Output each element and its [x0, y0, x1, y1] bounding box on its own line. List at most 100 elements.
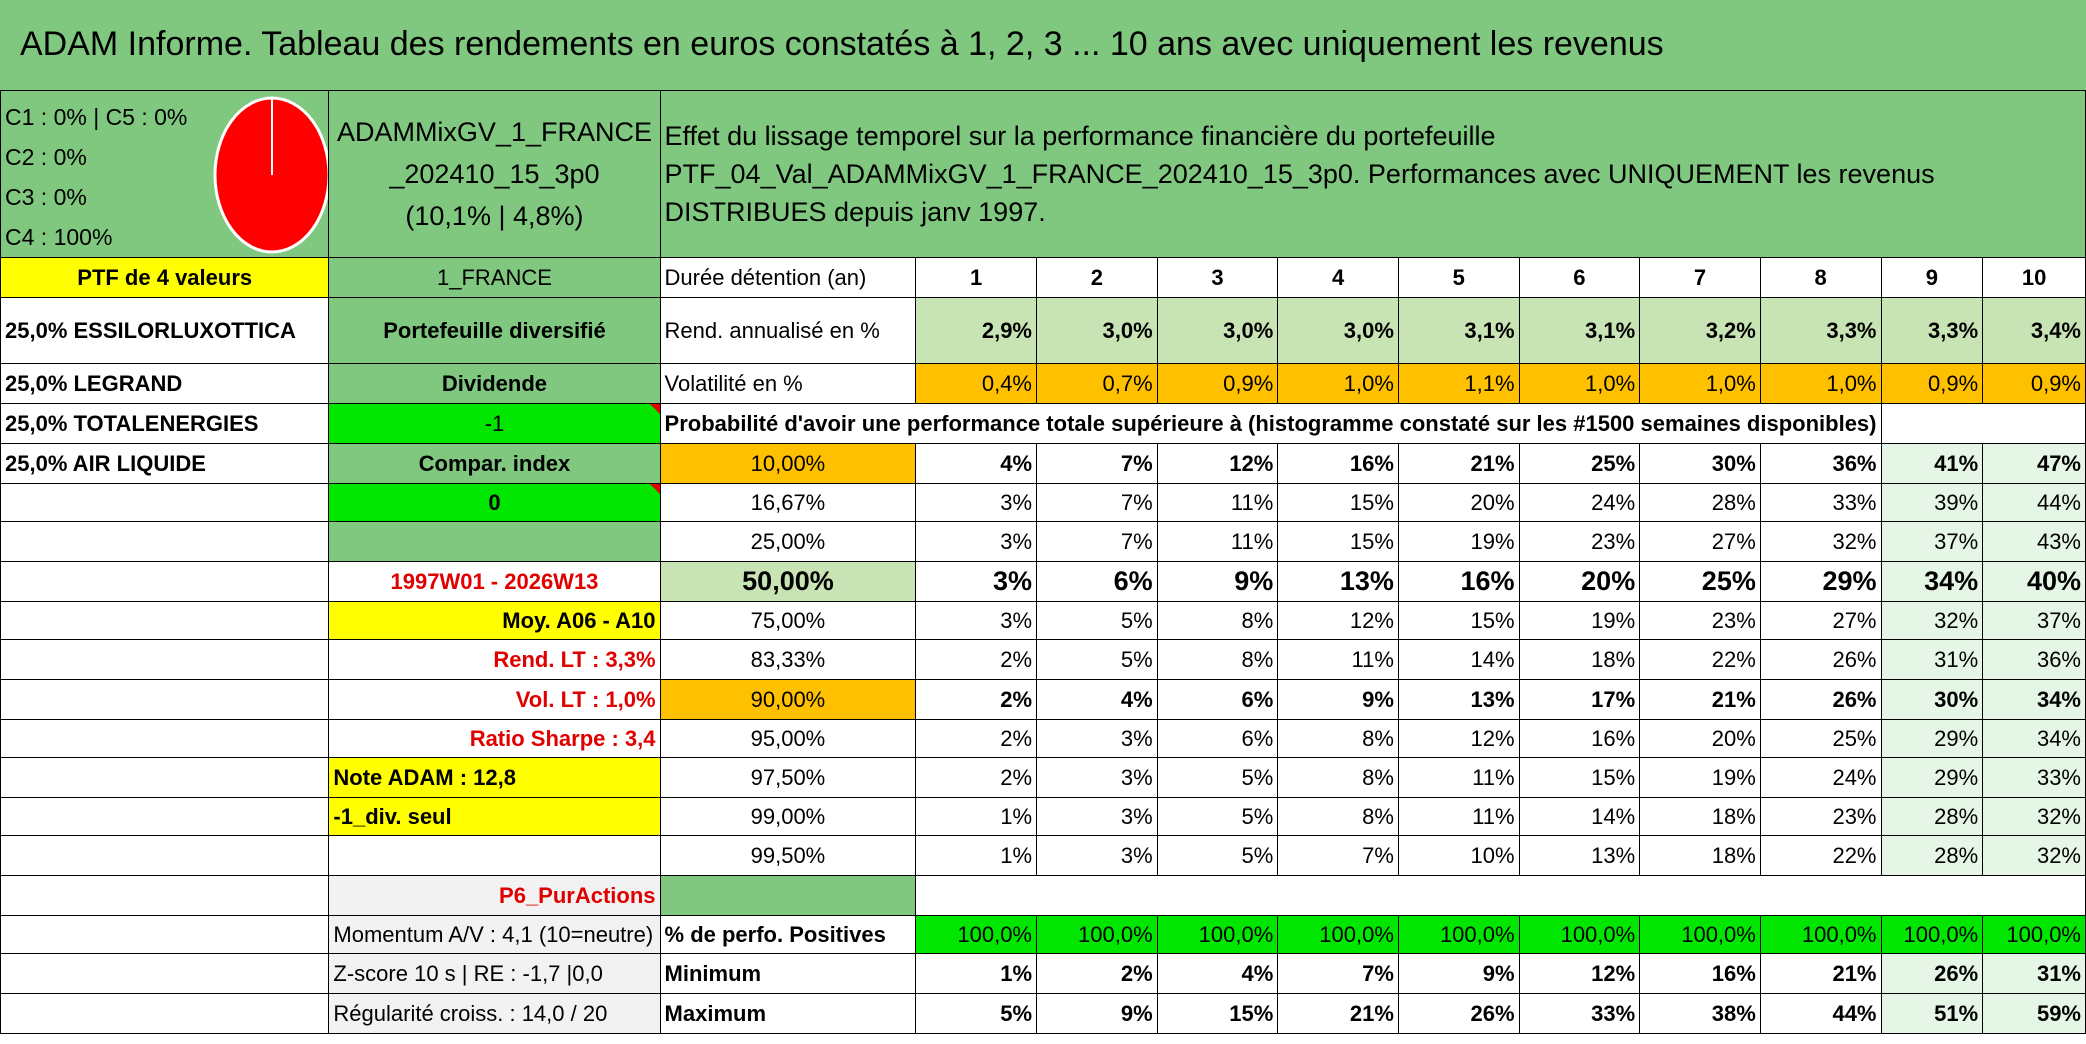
- probability-value: 19%: [1518, 601, 1641, 640]
- probability-value: 3%: [915, 601, 1037, 640]
- probability-threshold: 50,00%: [659, 561, 917, 602]
- max-value: 51%: [1880, 993, 1984, 1034]
- max-value: 26%: [1397, 993, 1520, 1034]
- vol-lt: Vol. LT : 1,0%: [328, 679, 661, 720]
- empty-cell: [0, 953, 330, 994]
- probability-value: 32%: [1982, 797, 2086, 836]
- probability-value: 26%: [1759, 679, 1882, 720]
- pos-value: 100,0%: [1759, 915, 1882, 954]
- table-row: PTF de 4 valeurs 1_FRANCE Durée détention …: [0, 257, 2086, 298]
- empty-cell: [915, 875, 2086, 916]
- zscore: Z-score 10 s | RE : -1,7 |0,0: [328, 953, 661, 994]
- vol-value: 0,7%: [1036, 363, 1158, 404]
- probability-value: 34%: [1982, 719, 2086, 758]
- probability-value: 1%: [915, 797, 1037, 836]
- probability-value: 21%: [1639, 679, 1761, 720]
- probability-value: 3%: [915, 561, 1037, 602]
- probability-value: 32%: [1982, 835, 2086, 876]
- probability-value: 16%: [1397, 561, 1520, 602]
- min-value: 7%: [1277, 953, 1399, 994]
- results-sheet: C1 : 0% | C5 : 0% C2 : 0% C3 : 0% C4 : 1…: [0, 90, 2086, 1034]
- probability-value: 10%: [1397, 835, 1520, 876]
- max-label: Maximum: [659, 993, 917, 1034]
- period: 1997W01 - 2026W13: [328, 561, 661, 602]
- probability-value: 23%: [1759, 797, 1882, 836]
- year-header: 6: [1518, 257, 1641, 298]
- probability-value: 47%: [1982, 443, 2086, 484]
- probability-value: 33%: [1759, 483, 1882, 522]
- probability-threshold: 75,00%: [659, 601, 917, 640]
- probability-value: 25%: [1759, 719, 1882, 758]
- description-line-1: Effet du lissage temporel sur la perform…: [664, 121, 1496, 151]
- probability-value: 16%: [1518, 719, 1641, 758]
- probability-value: 11%: [1397, 757, 1520, 798]
- probability-value: 23%: [1518, 521, 1641, 562]
- year-header: 4: [1277, 257, 1399, 298]
- probability-value: 22%: [1759, 835, 1882, 876]
- empty-cell: [0, 757, 330, 798]
- prob-title: Probabilité d'avoir une performance tota…: [659, 403, 1882, 444]
- probability-threshold: 95,00%: [659, 719, 917, 758]
- composition-pie-chart: [213, 96, 328, 254]
- rend-value: 3,1%: [1518, 297, 1641, 364]
- min-label: Minimum: [659, 953, 917, 994]
- composition-line-1: C1 : 0% | C5 : 0%: [5, 104, 188, 130]
- vol-value: 0,4%: [915, 363, 1037, 404]
- portfolio-name-cell: ADAMMixGV_1_FRANCE_202410_15_3p0 (10,1% …: [328, 90, 661, 258]
- min-value: 1%: [915, 953, 1037, 994]
- year-header: 9: [1880, 257, 1984, 298]
- rend-value: 3,4%: [1982, 297, 2086, 364]
- max-value: 33%: [1518, 993, 1641, 1034]
- vol-value: 1,0%: [1518, 363, 1641, 404]
- probability-value: 6%: [1156, 679, 1279, 720]
- probability-value: 40%: [1982, 561, 2086, 602]
- probability-value: 30%: [1880, 679, 1984, 720]
- table-row: Momentum A/V : 4,1 (10=neutre)% de perfo…: [0, 915, 2086, 954]
- probability-value: 3%: [1036, 757, 1158, 798]
- min-value: 9%: [1397, 953, 1520, 994]
- empty-cell: [1880, 403, 2086, 444]
- probability-value: 17%: [1518, 679, 1641, 720]
- probability-value: 13%: [1277, 561, 1399, 602]
- holding-1: 25,0% ESSILORLUXOTTICA: [0, 297, 330, 364]
- table-row: Rend. LT : 3,3% 83,33% 2% 5% 8% 11% 14% 18% 22% 2…: [0, 639, 2086, 680]
- moy-label: Moy. A06 - A10: [328, 601, 661, 640]
- probability-value: 16%: [1277, 443, 1399, 484]
- probability-value: 29%: [1880, 719, 1984, 758]
- dividende-value: -1: [328, 403, 661, 444]
- pos-value: 100,0%: [1880, 915, 1984, 954]
- compar-value: 0: [328, 483, 661, 522]
- probability-value: 8%: [1277, 719, 1399, 758]
- probability-value: 34%: [1880, 561, 1984, 602]
- probability-value: 33%: [1982, 757, 2086, 798]
- rend-value: 2,9%: [915, 297, 1037, 364]
- vol-value: 1,1%: [1397, 363, 1520, 404]
- min-value: 31%: [1982, 953, 2086, 994]
- probability-value: 3%: [1036, 797, 1158, 836]
- probability-value: 29%: [1880, 757, 1984, 798]
- table-row: -1_div. seul 99,00% 1% 3% 5% 8% 11% 14% 18% 23% 28…: [0, 797, 2086, 836]
- region-label: 1_FRANCE: [328, 257, 661, 298]
- probability-value: 26%: [1759, 639, 1882, 680]
- probability-value: 8%: [1277, 757, 1399, 798]
- composition-line-4: C4 : 100%: [5, 224, 113, 250]
- probability-value: 34%: [1982, 679, 2086, 720]
- probability-value: 27%: [1639, 521, 1761, 562]
- min-value: 26%: [1880, 953, 1984, 994]
- probability-value: 2%: [915, 757, 1037, 798]
- probability-value: 2%: [915, 719, 1037, 758]
- probability-value: 41%: [1880, 443, 1984, 484]
- probability-value: 19%: [1639, 757, 1761, 798]
- probability-value: 20%: [1639, 719, 1761, 758]
- probability-value: 7%: [1036, 443, 1158, 484]
- probability-value: 20%: [1397, 483, 1520, 522]
- momentum: Momentum A/V : 4,1 (10=neutre): [328, 915, 661, 954]
- sharpe-ratio: Ratio Sharpe : 3,4: [328, 719, 661, 758]
- probability-value: 14%: [1397, 639, 1520, 680]
- empty-cell: [659, 875, 917, 916]
- probability-value: 32%: [1880, 601, 1984, 640]
- vol-value: 1,0%: [1759, 363, 1882, 404]
- probability-value: 12%: [1156, 443, 1279, 484]
- probability-value: 28%: [1639, 483, 1761, 522]
- probability-value: 6%: [1156, 719, 1279, 758]
